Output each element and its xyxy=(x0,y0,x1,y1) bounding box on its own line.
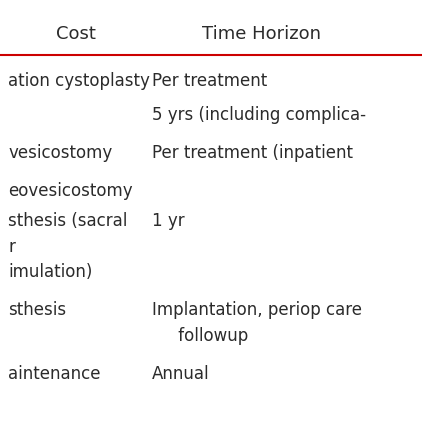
Text: ation cystoplasty: ation cystoplasty xyxy=(8,72,150,90)
Text: vesicostomy: vesicostomy xyxy=(8,144,113,162)
Text: sthesis (sacral: sthesis (sacral xyxy=(8,212,128,230)
Text: imulation): imulation) xyxy=(8,263,93,281)
Text: Per treatment (inpatient: Per treatment (inpatient xyxy=(152,144,353,162)
Text: sthesis: sthesis xyxy=(8,301,67,319)
Text: eovesicostomy: eovesicostomy xyxy=(8,182,133,200)
Text: 1 yr: 1 yr xyxy=(152,212,184,230)
Text: Time Horizon: Time Horizon xyxy=(202,25,321,43)
Text: Annual: Annual xyxy=(152,365,210,383)
Text: aintenance: aintenance xyxy=(8,365,101,383)
Text: 5 yrs (including complica-: 5 yrs (including complica- xyxy=(152,106,366,124)
Text: Cost: Cost xyxy=(56,25,96,43)
Text: Per treatment: Per treatment xyxy=(152,72,267,90)
Text: r: r xyxy=(8,238,15,255)
Text: followup: followup xyxy=(152,327,248,345)
Text: Implantation, periop care: Implantation, periop care xyxy=(152,301,362,319)
